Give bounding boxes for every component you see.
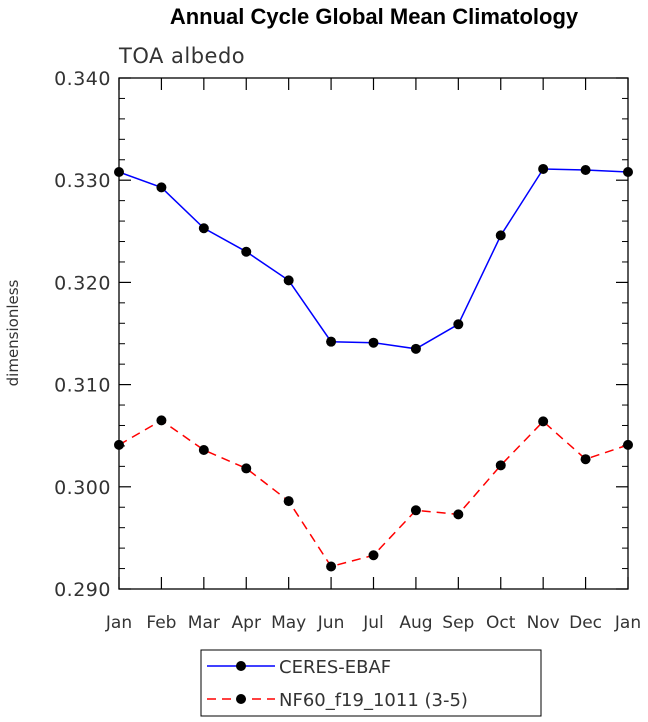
y-axis-label: dimensionless bbox=[4, 279, 22, 386]
series-0-point bbox=[623, 167, 633, 178]
series-0-point bbox=[410, 343, 421, 354]
series-1-point bbox=[580, 454, 591, 465]
series-line-0 bbox=[118, 168, 629, 350]
series-0-point bbox=[198, 223, 209, 234]
x-tick-label: Jan bbox=[105, 613, 132, 633]
series-0-point bbox=[538, 163, 549, 174]
x-tick-label: Oct bbox=[486, 613, 516, 633]
series-1-point bbox=[368, 550, 379, 561]
series-line-1 bbox=[118, 419, 629, 568]
x-tick-label: Feb bbox=[146, 613, 176, 633]
x-tick-label: Apr bbox=[232, 613, 261, 633]
series-1-point bbox=[410, 505, 421, 516]
x-tick-label: Aug bbox=[399, 613, 432, 633]
x-tick-label: May bbox=[271, 613, 306, 633]
y-tick-label: 0.310 bbox=[54, 375, 111, 397]
legend-marker-ceres-ebaf bbox=[236, 661, 246, 671]
series-0-point bbox=[368, 337, 379, 348]
legend: CERES-EBAF NF60_f19_1011 (3-5) bbox=[200, 649, 542, 717]
series-0-point bbox=[156, 182, 167, 193]
y-tick-label: 0.340 bbox=[54, 68, 111, 90]
chart-title: Annual Cycle Global Mean Climatology bbox=[170, 4, 579, 29]
series-0-point bbox=[283, 275, 294, 286]
series-0-point bbox=[326, 336, 337, 347]
x-tick-label: Mar bbox=[188, 613, 220, 633]
legend-label-nf60: NF60_f19_1011 (3-5) bbox=[279, 690, 468, 711]
chart-subtitle: TOA albedo bbox=[118, 44, 245, 68]
series-1-point bbox=[156, 415, 167, 426]
series-0-point bbox=[495, 230, 506, 241]
series-0-point bbox=[453, 319, 464, 330]
x-tick-label: Sep bbox=[442, 613, 474, 633]
series-1-point bbox=[114, 439, 124, 450]
series-1-point bbox=[623, 439, 633, 450]
series-0-point bbox=[241, 246, 252, 257]
x-tick-label: Jul bbox=[362, 613, 384, 633]
series-1-point bbox=[453, 509, 464, 520]
y-tick-label: 0.330 bbox=[54, 170, 111, 192]
y-tick-label: 0.320 bbox=[54, 272, 111, 294]
y-tick-labels: 0.290 0.300 0.310 0.320 0.330 0.340 bbox=[54, 68, 111, 601]
x-tick-label: Dec bbox=[569, 613, 602, 633]
legend-box bbox=[200, 649, 542, 717]
series-layer bbox=[114, 163, 633, 572]
series-1-point bbox=[283, 496, 294, 507]
plot-frame bbox=[118, 77, 629, 590]
axis-ticks bbox=[118, 77, 629, 590]
series-1-point bbox=[326, 561, 337, 572]
legend-marker-nf60 bbox=[236, 694, 246, 704]
series-1-point bbox=[495, 460, 506, 471]
legend-label-ceres-ebaf: CERES-EBAF bbox=[279, 657, 391, 678]
y-tick-label: 0.290 bbox=[54, 579, 111, 601]
y-tick-label: 0.300 bbox=[54, 477, 111, 499]
x-tick-labels: Jan Feb Mar Apr May Jun Jul Aug Sep Oct Nov Dec Jan bbox=[105, 613, 641, 633]
x-tick-label: Nov bbox=[527, 613, 560, 633]
x-tick-label: Jun bbox=[317, 613, 345, 633]
series-1-point bbox=[241, 463, 252, 474]
x-tick-label: Jan bbox=[614, 613, 641, 633]
series-1-point bbox=[538, 416, 549, 427]
series-1-point bbox=[198, 445, 209, 456]
series-0-point bbox=[114, 167, 124, 178]
series-0-point bbox=[580, 164, 591, 175]
